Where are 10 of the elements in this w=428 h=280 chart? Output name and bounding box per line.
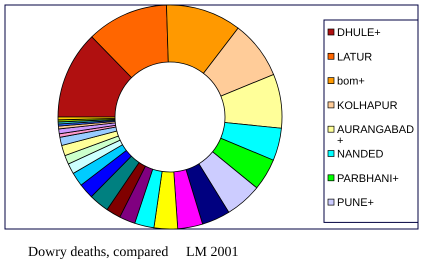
legend-label: PUNE+ <box>337 197 374 210</box>
text: Dowry deaths, compared <box>28 245 168 260</box>
text: LM 2001 <box>186 245 238 260</box>
legend-label: AURANGABAD+ <box>337 124 414 148</box>
legend-label: DHULE+ <box>337 27 381 39</box>
legend-label: PARBHANI+ <box>337 172 399 185</box>
legend-label: LATUR <box>337 51 372 64</box>
legend-label: bom+ <box>337 76 365 88</box>
legend-label: NANDED <box>337 148 384 160</box>
legend-label: KOLHAPUR <box>337 100 398 112</box>
